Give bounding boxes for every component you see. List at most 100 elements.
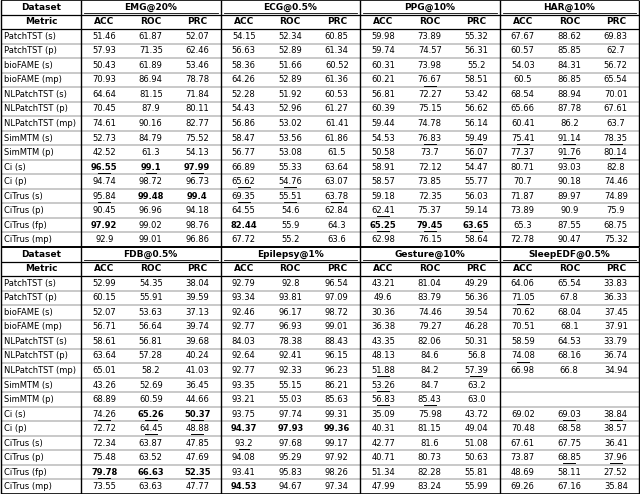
Text: 79.78: 79.78 xyxy=(91,468,117,477)
Text: 69.83: 69.83 xyxy=(604,32,628,41)
Text: 54.47: 54.47 xyxy=(465,163,488,171)
Text: ROC: ROC xyxy=(140,17,161,26)
Text: 72.35: 72.35 xyxy=(418,192,442,201)
Text: 92.33: 92.33 xyxy=(278,366,302,375)
Text: 73.98: 73.98 xyxy=(418,61,442,70)
Text: 59.44: 59.44 xyxy=(371,119,395,128)
Text: 91.76: 91.76 xyxy=(557,148,581,157)
Text: 99.17: 99.17 xyxy=(325,439,349,448)
Text: Ci (s): Ci (s) xyxy=(4,163,26,171)
Text: 53.63: 53.63 xyxy=(139,308,163,317)
Text: 59.74: 59.74 xyxy=(371,46,395,55)
Text: 27.52: 27.52 xyxy=(604,468,628,477)
Text: 93.35: 93.35 xyxy=(232,380,256,390)
Text: 68.85: 68.85 xyxy=(557,453,581,462)
Text: 49.04: 49.04 xyxy=(465,424,488,433)
Text: 57.93: 57.93 xyxy=(92,46,116,55)
Text: PatchTST (s): PatchTST (s) xyxy=(4,32,56,41)
Text: 86.94: 86.94 xyxy=(139,76,163,84)
Text: 71.87: 71.87 xyxy=(511,192,535,201)
Text: 96.15: 96.15 xyxy=(325,351,349,361)
Text: 57.39: 57.39 xyxy=(464,366,488,375)
Text: 59.49: 59.49 xyxy=(465,133,488,143)
Text: 40.31: 40.31 xyxy=(371,424,395,433)
Text: 72.78: 72.78 xyxy=(511,235,535,244)
Text: 79.27: 79.27 xyxy=(418,323,442,331)
Text: 33.79: 33.79 xyxy=(604,337,628,346)
Text: 92.41: 92.41 xyxy=(278,351,302,361)
Text: 43.26: 43.26 xyxy=(92,380,116,390)
Text: 69.35: 69.35 xyxy=(232,192,256,201)
Text: 63.07: 63.07 xyxy=(324,177,349,186)
Text: 63.78: 63.78 xyxy=(324,192,349,201)
Text: 68.1: 68.1 xyxy=(560,323,579,331)
Text: 52.96: 52.96 xyxy=(278,104,302,114)
Text: 99.01: 99.01 xyxy=(325,323,349,331)
Text: 60.5: 60.5 xyxy=(513,76,532,84)
Text: CiTrus (s): CiTrus (s) xyxy=(4,192,43,201)
Text: 40.71: 40.71 xyxy=(371,453,395,462)
Text: 60.57: 60.57 xyxy=(511,46,534,55)
Text: 56.8: 56.8 xyxy=(467,351,486,361)
Text: 69.02: 69.02 xyxy=(511,410,534,418)
Text: 53.46: 53.46 xyxy=(186,61,209,70)
Text: HAR@10%: HAR@10% xyxy=(543,2,595,12)
Text: 56.81: 56.81 xyxy=(139,337,163,346)
Text: 81.15: 81.15 xyxy=(139,90,163,99)
Text: Metric: Metric xyxy=(25,17,57,26)
Text: 97.34: 97.34 xyxy=(325,482,349,491)
Text: 84.79: 84.79 xyxy=(139,133,163,143)
Text: 59.14: 59.14 xyxy=(465,206,488,215)
Text: 50.63: 50.63 xyxy=(464,453,488,462)
Text: 58.61: 58.61 xyxy=(92,337,116,346)
Text: 95.29: 95.29 xyxy=(278,453,302,462)
Text: 64.64: 64.64 xyxy=(92,90,116,99)
Text: 50.31: 50.31 xyxy=(465,337,488,346)
Text: NLPatchTST (s): NLPatchTST (s) xyxy=(4,90,67,99)
Text: 93.03: 93.03 xyxy=(557,163,581,171)
Text: 47.99: 47.99 xyxy=(371,482,395,491)
Text: 70.7: 70.7 xyxy=(513,177,532,186)
Text: SimMTM (s): SimMTM (s) xyxy=(4,133,52,143)
Text: 48.13: 48.13 xyxy=(371,351,395,361)
Text: 65.54: 65.54 xyxy=(604,76,628,84)
Text: 76.67: 76.67 xyxy=(418,76,442,84)
Text: 56.81: 56.81 xyxy=(371,90,395,99)
Text: 68.04: 68.04 xyxy=(557,308,581,317)
Text: ACC: ACC xyxy=(94,264,115,273)
Text: 68.54: 68.54 xyxy=(511,90,534,99)
Text: 39.74: 39.74 xyxy=(186,323,209,331)
Text: 55.2: 55.2 xyxy=(281,235,300,244)
Text: 60.59: 60.59 xyxy=(139,395,163,404)
Text: 65.54: 65.54 xyxy=(557,279,581,288)
Text: 75.32: 75.32 xyxy=(604,235,628,244)
Text: 30.36: 30.36 xyxy=(371,308,396,317)
Text: 92.9: 92.9 xyxy=(95,235,113,244)
Text: 94.74: 94.74 xyxy=(92,177,116,186)
Text: NLPatchTST (p): NLPatchTST (p) xyxy=(4,351,68,361)
Text: 65.66: 65.66 xyxy=(511,104,535,114)
Text: 56.72: 56.72 xyxy=(604,61,628,70)
Text: 82.06: 82.06 xyxy=(418,337,442,346)
Text: 75.41: 75.41 xyxy=(511,133,534,143)
Text: 54.43: 54.43 xyxy=(232,104,255,114)
Text: Dataset: Dataset xyxy=(21,3,61,12)
Text: ROC: ROC xyxy=(559,264,580,273)
Text: 64.53: 64.53 xyxy=(557,337,581,346)
Text: 74.46: 74.46 xyxy=(418,308,442,317)
Text: 55.32: 55.32 xyxy=(465,32,488,41)
Text: 39.59: 39.59 xyxy=(186,293,209,302)
Text: Ci (s): Ci (s) xyxy=(4,410,26,418)
Text: PatchTST (s): PatchTST (s) xyxy=(4,279,56,288)
Text: 50.58: 50.58 xyxy=(371,148,395,157)
Text: 97.09: 97.09 xyxy=(325,293,349,302)
Text: 67.67: 67.67 xyxy=(511,32,535,41)
Text: 93.34: 93.34 xyxy=(232,293,256,302)
Text: 99.31: 99.31 xyxy=(325,410,349,418)
Text: 49.29: 49.29 xyxy=(465,279,488,288)
Text: 83.24: 83.24 xyxy=(418,482,442,491)
Text: 52.73: 52.73 xyxy=(92,133,116,143)
Text: PatchTST (p): PatchTST (p) xyxy=(4,293,57,302)
Text: 65.01: 65.01 xyxy=(92,366,116,375)
Text: 63.0: 63.0 xyxy=(467,395,486,404)
